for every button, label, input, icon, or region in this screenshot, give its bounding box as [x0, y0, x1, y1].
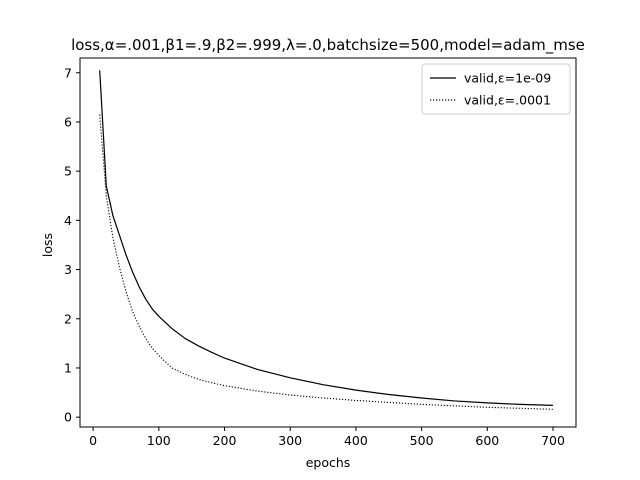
y-tick-label-3: 3 — [64, 262, 72, 277]
y-tick-label-7: 7 — [64, 65, 72, 80]
y-tick-label-5: 5 — [64, 164, 72, 179]
y-axis-label: loss — [40, 233, 55, 257]
x-tick-label-600: 600 — [475, 433, 499, 448]
legend-label-2: valid,ε=.0001 — [464, 93, 551, 108]
y-tick-label-1: 1 — [64, 360, 72, 375]
x-axis-label: epochs — [306, 455, 351, 470]
x-tick-label-700: 700 — [541, 433, 565, 448]
y-tick-label-2: 2 — [64, 311, 72, 326]
plot-area: 0 100 200 300 400 500 600 700 0 1 2 3 4 5 6 7 valid,ε=1e… — [64, 57, 577, 448]
x-tick-label-0: 0 — [89, 433, 97, 448]
x-tick-label-300: 300 — [278, 433, 302, 448]
chart-title: loss,α=.001,β1=.9,β2=.999,λ=.0,batchsize… — [71, 36, 585, 55]
y-tick-label-4: 4 — [64, 213, 72, 228]
y-tick-label-0: 0 — [64, 410, 72, 425]
axes-frame — [79, 57, 577, 428]
legend-box — [421, 63, 571, 115]
x-tick-label-500: 500 — [410, 433, 434, 448]
legend-label-1: valid,ε=1e-09 — [464, 71, 551, 86]
x-tick-label-100: 100 — [147, 433, 171, 448]
x-tick-label-400: 400 — [344, 433, 368, 448]
y-tick-label-6: 6 — [64, 114, 72, 129]
x-tick-label-200: 200 — [213, 433, 237, 448]
series-line-1-valid-1e-09 — [99, 70, 554, 406]
